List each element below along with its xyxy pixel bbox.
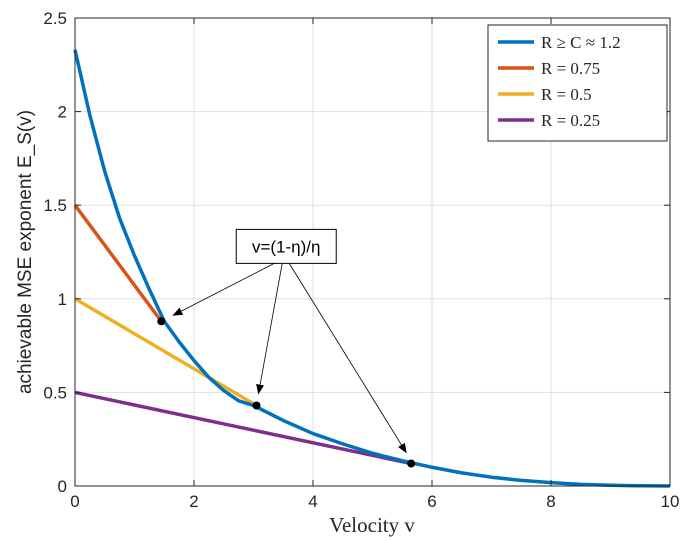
- annotation: v=(1-η)/η: [172, 228, 407, 454]
- annotation-arrow: [288, 263, 407, 454]
- tangent-point-2: [407, 459, 416, 468]
- y-tick-label: 2: [58, 103, 67, 122]
- plot-frame: [74, 17, 671, 487]
- x-axis-label: Velocity v: [329, 513, 415, 537]
- tick-labels: 0 2 4 6 8 10 0 0.5 1 1.5 2 2.5: [43, 9, 679, 511]
- y-axis-label: achievable MSE exponent E_S(v): [15, 110, 36, 394]
- x-tick-label: 0: [70, 492, 79, 511]
- x-tick-label: 6: [427, 492, 436, 511]
- legend-label: R ≥ C ≈ 1.2: [541, 33, 621, 52]
- y-tick-label: 1: [58, 290, 67, 309]
- legend-label: R = 0.25: [541, 111, 600, 130]
- tangent-point-1: [252, 401, 261, 410]
- y-tick-label: 2.5: [43, 9, 67, 28]
- y-tick-label: 0: [58, 477, 67, 496]
- legend-label: R = 0.75: [541, 59, 600, 78]
- annotation-text: v=(1-η)/η: [252, 237, 321, 256]
- series-layer: [73, 49, 671, 488]
- tangent-point-0: [157, 317, 166, 326]
- points-layer: [157, 317, 416, 468]
- annotation-arrow: [172, 263, 275, 316]
- ticks: [74, 17, 671, 487]
- legend: R ≥ C ≈ 1.2 R = 0.75 R = 0.5 R = 0.25: [487, 24, 668, 142]
- legend-label: R = 0.5: [541, 85, 592, 104]
- annotation-box: [235, 228, 337, 264]
- series-line-1: [73, 204, 163, 323]
- x-tick-label: 8: [546, 492, 555, 511]
- series-line-0: [73, 49, 671, 488]
- y-tick-label: 1.5: [43, 196, 67, 215]
- x-tick-label: 2: [189, 492, 198, 511]
- series-line-2: [74, 297, 258, 408]
- series-line-3: [74, 390, 412, 466]
- x-tick-label: 10: [661, 492, 680, 511]
- annotation-arrow: [256, 263, 283, 395]
- x-tick-label: 4: [308, 492, 317, 511]
- y-tick-label: 0.5: [43, 383, 67, 402]
